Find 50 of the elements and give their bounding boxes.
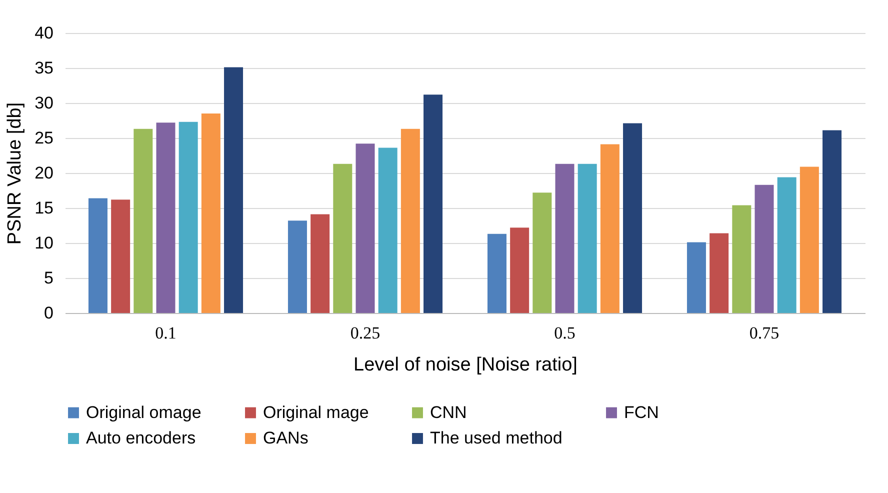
bar bbox=[510, 228, 530, 313]
legend-label: Auto encoders bbox=[86, 428, 196, 448]
bar bbox=[487, 234, 506, 313]
bar bbox=[134, 128, 153, 313]
bar bbox=[686, 242, 706, 313]
bar bbox=[555, 164, 574, 313]
bar bbox=[623, 123, 642, 313]
y-tick-label: 40 bbox=[34, 24, 54, 42]
bar bbox=[822, 130, 842, 313]
legend-label: Original mage bbox=[263, 402, 369, 422]
bar bbox=[400, 128, 420, 313]
y-tick-label: 0 bbox=[44, 304, 54, 322]
bar bbox=[754, 184, 774, 313]
y-tick-label: 15 bbox=[34, 198, 54, 218]
bar bbox=[88, 198, 108, 313]
bar bbox=[310, 214, 330, 313]
legend-label: CNN bbox=[430, 402, 467, 422]
bar bbox=[111, 200, 130, 313]
y-tick-label: 10 bbox=[34, 234, 54, 252]
legend-label: GANs bbox=[263, 428, 308, 448]
bar bbox=[578, 164, 597, 313]
bar bbox=[378, 148, 398, 313]
y-tick-label: 20 bbox=[34, 164, 54, 182]
bar bbox=[288, 220, 307, 313]
x-tick-label: 0.5 bbox=[554, 324, 576, 342]
bar bbox=[178, 122, 198, 313]
y-tick-label: 5 bbox=[44, 268, 54, 288]
y-tick-label: 35 bbox=[34, 58, 54, 78]
bar bbox=[333, 164, 352, 313]
bar bbox=[424, 94, 443, 313]
y-tick-label: 30 bbox=[34, 94, 54, 112]
bar bbox=[156, 122, 176, 313]
bar bbox=[800, 166, 819, 313]
bar bbox=[356, 144, 375, 313]
legend-label: Original omage bbox=[86, 402, 202, 422]
legend-label: FCN bbox=[624, 402, 659, 422]
x-tick-label: 0.25 bbox=[350, 324, 380, 342]
bar bbox=[710, 233, 729, 313]
y-tick-label: 25 bbox=[34, 128, 54, 148]
bar bbox=[777, 177, 796, 313]
bar bbox=[532, 192, 552, 313]
bar bbox=[732, 205, 752, 313]
y-axis-title: PSNR Value [db] bbox=[4, 102, 26, 245]
legend-label: The used method bbox=[430, 428, 562, 448]
x-tick-label: 0.75 bbox=[749, 324, 780, 342]
bar bbox=[224, 67, 244, 313]
x-axis-title: Level of noise [Noise ratio] bbox=[354, 354, 578, 376]
bar bbox=[201, 114, 220, 313]
bar bbox=[600, 144, 620, 313]
x-tick-label: 0.1 bbox=[155, 324, 176, 342]
